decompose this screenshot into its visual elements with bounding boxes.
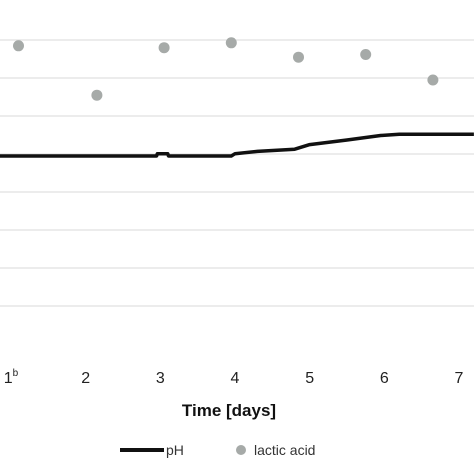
x-tick-label: 2 — [81, 370, 90, 387]
x-axis-ticks: 1b 2 3 4 5 6 7 — [4, 368, 464, 387]
legend-lactic-acid-marker — [236, 445, 246, 455]
legend-lactic-acid-label: lactic acid — [254, 442, 315, 458]
x-tick-label: 1b — [4, 368, 19, 387]
legend: pH lactic acid — [120, 442, 315, 458]
x-tick-label: 6 — [380, 370, 389, 387]
data-point-lactic-acid — [360, 49, 372, 60]
x-tick-label: 4 — [231, 370, 240, 387]
gridlines — [0, 39, 474, 307]
data-point-lactic-acid — [225, 37, 237, 49]
x-tick-label: 7 — [455, 370, 464, 387]
x-tick-label: 3 — [156, 370, 165, 387]
data-point-lactic-acid — [427, 74, 439, 86]
x-tick-superscript: b — [13, 368, 19, 379]
series-line-ph — [0, 132, 474, 158]
legend-ph-label: pH — [166, 442, 184, 458]
data-point-lactic-acid — [158, 42, 170, 54]
plot-series — [0, 37, 474, 158]
data-point-lactic-acid — [91, 89, 103, 101]
x-tick-label: 5 — [305, 370, 314, 387]
data-point-lactic-acid — [293, 51, 304, 63]
data-point-lactic-acid — [13, 40, 24, 52]
x-axis-title: Time [days] — [182, 401, 276, 420]
